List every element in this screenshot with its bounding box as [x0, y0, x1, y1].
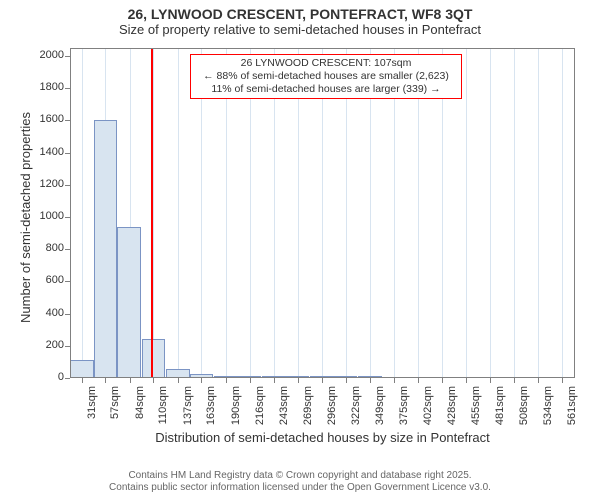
grid-line-v	[538, 48, 539, 378]
y-tick-mark	[65, 249, 70, 250]
y-tick-mark	[65, 56, 70, 57]
x-tick-mark	[153, 378, 154, 383]
x-tick-label: 269sqm	[302, 386, 314, 430]
title-subtitle: Size of property relative to semi-detach…	[0, 22, 600, 41]
y-tick-mark	[65, 378, 70, 379]
x-tick-mark	[201, 378, 202, 383]
x-tick-mark	[538, 378, 539, 383]
annotation-line: ← 88% of semi-detached houses are smalle…	[195, 70, 457, 83]
y-tick-label: 1800	[28, 81, 64, 93]
y-tick-mark	[65, 217, 70, 218]
y-tick-mark	[65, 281, 70, 282]
x-tick-mark	[346, 378, 347, 383]
x-tick-label: 57sqm	[109, 386, 121, 430]
y-tick-label: 600	[28, 274, 64, 286]
grid-line-v	[490, 48, 491, 378]
annotation-line: 26 LYNWOOD CRESCENT: 107sqm	[195, 57, 457, 70]
y-tick-label: 1200	[28, 178, 64, 190]
histogram-bar	[70, 360, 94, 378]
y-tick-label: 800	[28, 242, 64, 254]
grid-line-v	[466, 48, 467, 378]
x-tick-label: 402sqm	[422, 386, 434, 430]
x-tick-label: 296sqm	[326, 386, 338, 430]
x-tick-mark	[130, 378, 131, 383]
x-tick-mark	[394, 378, 395, 383]
plot-area: 26 LYNWOOD CRESCENT: 107sqm← 88% of semi…	[70, 48, 575, 378]
x-tick-mark	[490, 378, 491, 383]
grid-line-v	[82, 48, 83, 378]
x-tick-label: 190sqm	[230, 386, 242, 430]
grid-line-v	[514, 48, 515, 378]
x-tick-label: 534sqm	[542, 386, 554, 430]
x-tick-label: 243sqm	[278, 386, 290, 430]
title-block: 26, LYNWOOD CRESCENT, PONTEFRACT, WF8 3Q…	[0, 0, 600, 41]
histogram-bar	[117, 227, 141, 378]
x-tick-mark	[105, 378, 106, 383]
x-tick-mark	[322, 378, 323, 383]
footer-line1: Contains HM Land Registry data © Crown c…	[0, 470, 600, 482]
x-tick-label: 561sqm	[566, 386, 578, 430]
x-tick-label: 455sqm	[470, 386, 482, 430]
x-tick-mark	[370, 378, 371, 383]
y-tick-label: 0	[28, 371, 64, 383]
y-tick-mark	[65, 314, 70, 315]
chart-container: 26, LYNWOOD CRESCENT, PONTEFRACT, WF8 3Q…	[0, 0, 600, 500]
x-tick-mark	[418, 378, 419, 383]
x-tick-mark	[82, 378, 83, 383]
title-address: 26, LYNWOOD CRESCENT, PONTEFRACT, WF8 3Q…	[0, 0, 600, 22]
x-tick-label: 110sqm	[157, 386, 169, 430]
y-tick-label: 1400	[28, 146, 64, 158]
histogram-bar	[166, 369, 190, 378]
x-tick-label: 428sqm	[446, 386, 458, 430]
x-tick-label: 137sqm	[182, 386, 194, 430]
x-tick-mark	[562, 378, 563, 383]
annotation-line: 11% of semi-detached houses are larger (…	[195, 83, 457, 96]
x-tick-mark	[250, 378, 251, 383]
y-tick-mark	[65, 346, 70, 347]
x-tick-label: 322sqm	[350, 386, 362, 430]
y-tick-mark	[65, 153, 70, 154]
x-tick-label: 216sqm	[254, 386, 266, 430]
y-tick-mark	[65, 185, 70, 186]
x-tick-mark	[226, 378, 227, 383]
property-marker-line	[151, 48, 153, 378]
x-tick-label: 375sqm	[398, 386, 410, 430]
x-tick-label: 84sqm	[134, 386, 146, 430]
x-tick-label: 481sqm	[494, 386, 506, 430]
x-tick-mark	[514, 378, 515, 383]
y-tick-mark	[65, 120, 70, 121]
y-tick-label: 1600	[28, 113, 64, 125]
footer-attribution: Contains HM Land Registry data © Crown c…	[0, 470, 600, 494]
y-tick-label: 400	[28, 307, 64, 319]
x-tick-mark	[298, 378, 299, 383]
x-tick-mark	[466, 378, 467, 383]
y-tick-mark	[65, 88, 70, 89]
x-tick-mark	[274, 378, 275, 383]
y-tick-label: 1000	[28, 210, 64, 222]
x-tick-label: 349sqm	[374, 386, 386, 430]
footer-line2: Contains public sector information licen…	[0, 482, 600, 494]
histogram-bar	[142, 339, 166, 378]
y-tick-label: 200	[28, 339, 64, 351]
x-tick-mark	[442, 378, 443, 383]
x-tick-label: 31sqm	[86, 386, 98, 430]
histogram-bar	[94, 120, 118, 378]
x-tick-mark	[178, 378, 179, 383]
grid-line-v	[562, 48, 563, 378]
y-tick-label: 2000	[28, 49, 64, 61]
annotation-box: 26 LYNWOOD CRESCENT: 107sqm← 88% of semi…	[190, 54, 462, 99]
x-tick-label: 163sqm	[205, 386, 217, 430]
x-tick-label: 508sqm	[518, 386, 530, 430]
x-axis-label: Distribution of semi-detached houses by …	[70, 430, 575, 445]
grid-line-v	[153, 48, 154, 378]
grid-line-v	[178, 48, 179, 378]
